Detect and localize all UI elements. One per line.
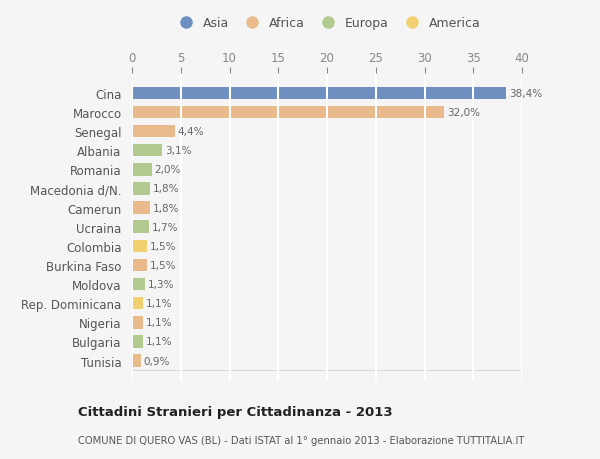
Legend: Asia, Africa, Europa, America: Asia, Africa, Europa, America [168, 12, 486, 35]
Text: COMUNE DI QUERO VAS (BL) - Dati ISTAT al 1° gennaio 2013 - Elaborazione TUTTITAL: COMUNE DI QUERO VAS (BL) - Dati ISTAT al… [78, 435, 524, 445]
Text: 0,9%: 0,9% [144, 356, 170, 366]
Text: 1,7%: 1,7% [151, 222, 178, 232]
Text: 1,8%: 1,8% [152, 184, 179, 194]
Bar [132, 355, 141, 367]
Text: 4,4%: 4,4% [178, 127, 205, 137]
Text: 1,8%: 1,8% [152, 203, 179, 213]
Text: Cittadini Stranieri per Cittadinanza - 2013: Cittadini Stranieri per Cittadinanza - 2… [78, 405, 392, 419]
Bar [132, 221, 149, 234]
Text: 1,5%: 1,5% [149, 241, 176, 251]
Bar [132, 240, 146, 252]
Bar [132, 106, 444, 119]
Bar [132, 278, 145, 291]
Bar [132, 183, 149, 195]
Text: 1,3%: 1,3% [148, 280, 174, 290]
Text: 1,1%: 1,1% [146, 337, 172, 347]
Bar [132, 336, 143, 348]
Bar [132, 259, 146, 272]
Text: 1,5%: 1,5% [149, 260, 176, 270]
Bar [132, 202, 149, 214]
Text: 38,4%: 38,4% [509, 89, 542, 99]
Text: 1,1%: 1,1% [146, 318, 172, 328]
Bar [132, 145, 162, 157]
Bar [132, 297, 143, 310]
Text: 1,1%: 1,1% [146, 298, 172, 308]
Bar [132, 126, 175, 138]
Bar [132, 316, 143, 329]
Text: 32,0%: 32,0% [447, 108, 480, 118]
Text: 3,1%: 3,1% [165, 146, 191, 156]
Bar [132, 164, 151, 176]
Bar [132, 87, 506, 100]
Text: 2,0%: 2,0% [154, 165, 181, 175]
